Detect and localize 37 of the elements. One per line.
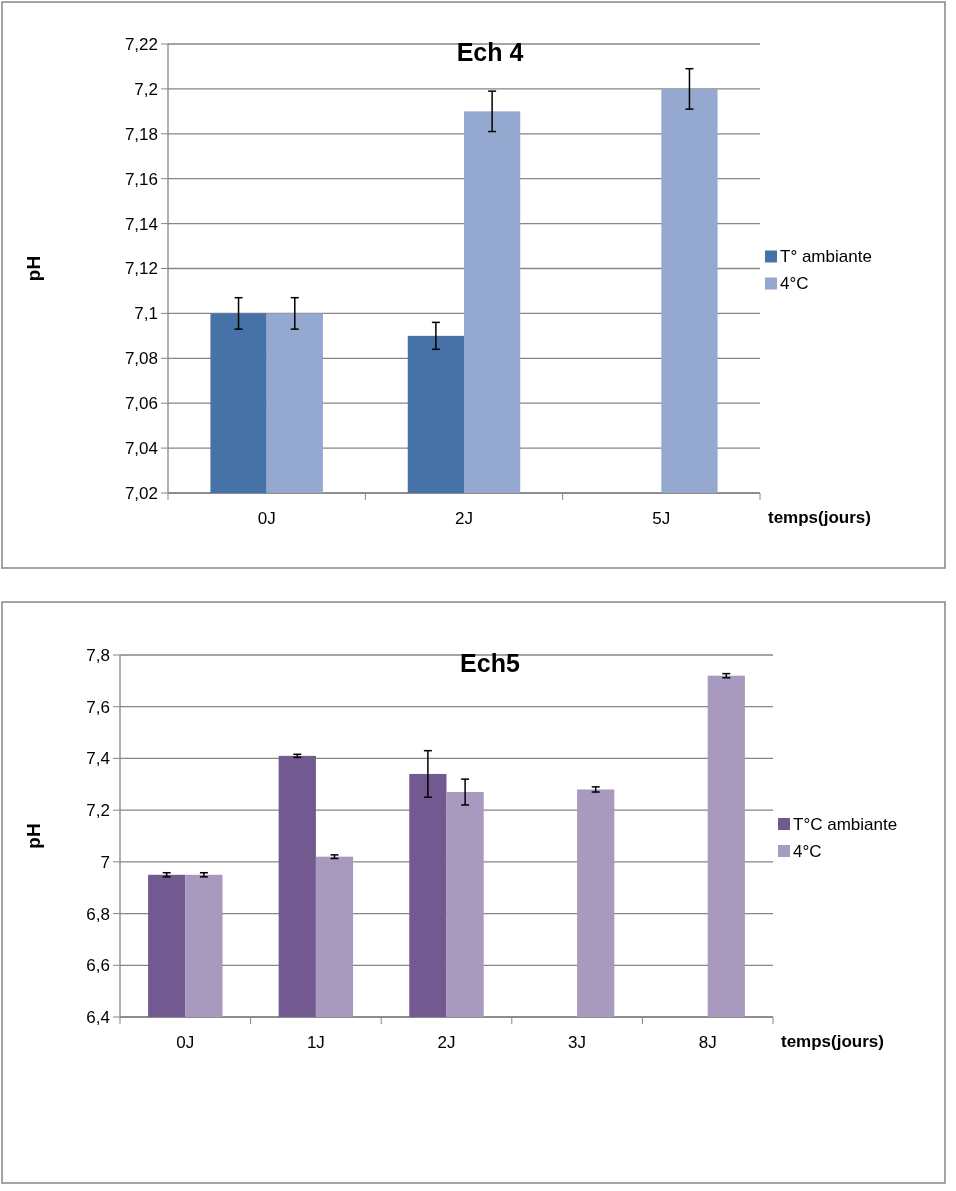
x-axis-title: temps(jours) — [768, 508, 871, 527]
x-tick-label: 0J — [257, 509, 276, 528]
y-tick-label: 7,04 — [124, 439, 158, 459]
y-tick-label: 7,12 — [124, 259, 158, 279]
legend-label: T° ambiante — [780, 247, 872, 267]
x-tick-label: 5J — [652, 509, 671, 528]
legend-label: 4°C — [793, 841, 822, 861]
x-axis-title: temps(jours) — [781, 1032, 884, 1051]
x-tick-label: 2J — [437, 1033, 456, 1052]
x-tick-label: 0J — [176, 1033, 195, 1052]
y-tick-label: 6,4 — [86, 1007, 110, 1027]
y-tick-label: 7,1 — [134, 304, 158, 324]
y-tick-label: 7 — [100, 852, 110, 872]
x-tick-label: 2J — [455, 509, 473, 528]
y-tick-label: 7,06 — [124, 394, 158, 414]
chart-title: Ech5 — [460, 648, 520, 677]
x-tick-label: 1J — [306, 1033, 325, 1052]
y-tick-label: 7,4 — [86, 749, 110, 769]
y-tick-label: 7,14 — [124, 214, 158, 234]
y-axis-title: pH — [23, 823, 44, 849]
y-tick-label: 7,08 — [124, 349, 158, 369]
y-axis-title: pH — [23, 255, 44, 282]
x-tick-label: 3J — [568, 1033, 587, 1052]
y-tick-label: 7,22 — [124, 34, 158, 54]
y-tick-label: 7,2 — [86, 801, 110, 821]
legend-label: 4°C — [780, 274, 809, 294]
y-tick-label: 7,2 — [134, 79, 158, 99]
x-tick-label: 8J — [698, 1033, 717, 1052]
y-tick-label: 7,6 — [86, 697, 110, 717]
y-tick-label: 7,16 — [124, 169, 158, 189]
legend-label: T°C ambiante — [793, 814, 898, 834]
y-tick-label: 6,8 — [86, 904, 110, 924]
y-tick-label: 6,6 — [86, 956, 110, 976]
y-tick-label: 7,18 — [124, 124, 158, 144]
y-tick-label: 7,8 — [86, 645, 110, 665]
chart-title: Ech 4 — [456, 37, 524, 66]
y-tick-label: 7,02 — [124, 483, 158, 503]
